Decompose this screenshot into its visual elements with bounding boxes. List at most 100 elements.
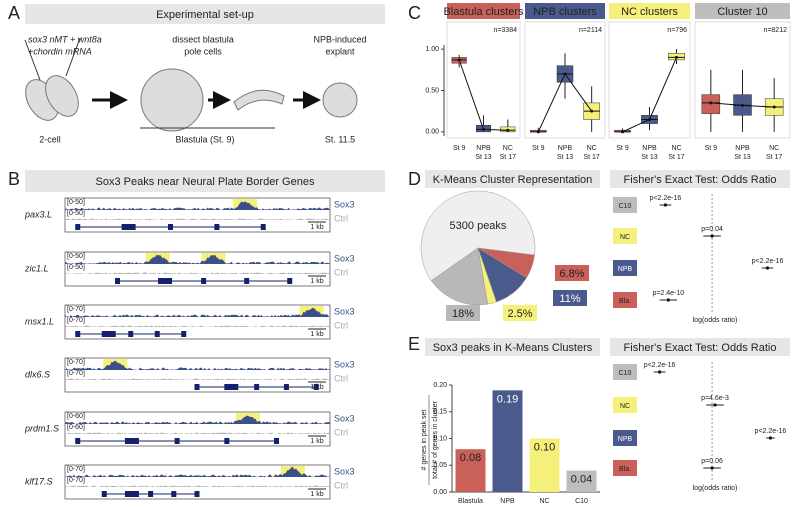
row-label: NC (620, 403, 630, 410)
bar (455, 449, 486, 492)
panel-label: A (8, 3, 20, 23)
signal-track (65, 254, 330, 264)
signal-track (65, 415, 330, 424)
track-range: [0-60] (67, 424, 85, 431)
row-label: NC (620, 234, 630, 241)
panel-label: D (408, 169, 421, 189)
y-tick-label: 0.00 (433, 489, 447, 496)
mean-dot (772, 105, 776, 109)
track-range: [0-70] (67, 317, 85, 324)
mean-dot (621, 130, 624, 134)
track-range: [0-50] (67, 264, 85, 271)
panel-title: Experimental set-up (156, 9, 254, 21)
track-range: [0-70] (67, 477, 85, 484)
sample-label: Sox3 (334, 253, 355, 263)
row-label: Bla. (619, 466, 631, 473)
facet-frame (608, 21, 691, 139)
title-bar (25, 170, 385, 192)
scale-label: 1 kb (310, 438, 323, 445)
y-tick-label: 0.00 (425, 129, 439, 136)
bar (529, 438, 560, 492)
track-range: [0-50] (67, 253, 85, 260)
x-tick-label: NC (503, 145, 513, 152)
annotation: explant (325, 46, 355, 56)
exon (274, 438, 279, 444)
exon (115, 278, 120, 284)
sample-label: Ctrl (334, 267, 348, 277)
scale-label: 1 kb (310, 278, 323, 285)
exon (254, 384, 260, 390)
x-tick-label: St 17 (500, 154, 516, 161)
x-tick-label: NPB (735, 145, 750, 152)
center-label: 5300 peaks (450, 220, 507, 232)
exon (194, 491, 200, 497)
panel-title: K-Means Cluster Representation (433, 174, 593, 186)
point (710, 466, 714, 470)
signal-track (65, 360, 330, 370)
facet-frame (694, 21, 791, 139)
track-range: [0-70] (67, 306, 85, 313)
track-frame (64, 411, 331, 447)
data-label: 0.08 (460, 452, 481, 464)
track-range: [0-70] (67, 466, 85, 473)
exon (174, 438, 180, 444)
mean-dot (709, 101, 713, 105)
sample-label: Sox3 (334, 359, 355, 369)
row-label: C10 (619, 370, 632, 377)
exon (260, 224, 266, 230)
exon (148, 491, 154, 497)
data-label: 6.8% (559, 268, 584, 280)
x-tick-label: NPB (500, 498, 515, 505)
sample-label: Ctrl (334, 480, 348, 490)
p-value: p<2.2e-16 (650, 195, 682, 202)
row-label-box (613, 228, 637, 244)
scale-label: 1 kb (310, 331, 323, 338)
title-bar (425, 170, 600, 188)
label-box (553, 290, 587, 306)
x-tick-label: NPB (642, 145, 657, 152)
gene-name: msx1.L (25, 316, 54, 326)
signal-track (65, 218, 330, 220)
y-axis-label: # genes in peak set (421, 410, 428, 471)
exon (168, 224, 173, 230)
pie-slice (420, 190, 536, 282)
x-tick-label: St 13 (475, 154, 491, 161)
exon (101, 491, 107, 497)
exon (128, 331, 134, 337)
row-label-box (613, 430, 637, 446)
exon (75, 331, 81, 337)
track-frame (64, 197, 331, 233)
y-axis-label: total # of genes in cluster (432, 400, 439, 478)
row-label-box (613, 460, 637, 476)
row-label-box (613, 260, 637, 276)
point (666, 298, 670, 302)
exon (283, 384, 289, 390)
point (713, 403, 717, 407)
label-box (503, 305, 537, 321)
exon (75, 438, 81, 444)
annotation: dissect blastula (172, 34, 234, 44)
mean-dot (741, 103, 744, 107)
row-label: NPB (618, 266, 633, 273)
exon (201, 278, 207, 284)
track-range: [0-70] (67, 359, 85, 366)
facet-title: NC clusters (621, 6, 678, 18)
y-tick-label: 0.15 (433, 409, 447, 416)
label-box (555, 265, 589, 281)
panel-title: Fisher's Exact Test: Odds Ratio (624, 342, 777, 354)
n-label: n=3384 (493, 27, 517, 34)
data-label: 0.19 (497, 393, 518, 405)
facet-frame (446, 21, 521, 139)
panel-title: Sox3 Peaks near Neural Plate Border Gene… (96, 176, 315, 188)
exon (124, 491, 139, 497)
facet-frame (524, 21, 606, 139)
annotation: pole cells (184, 46, 222, 56)
exon (124, 438, 139, 444)
track-range: [0-50] (67, 199, 85, 206)
signal-track (65, 201, 330, 210)
y-tick-label: 0.20 (433, 382, 447, 389)
mean-dot (675, 55, 678, 59)
panel-label: E (408, 334, 420, 354)
row-label-box (613, 197, 637, 213)
x-tick-label: St 17 (766, 154, 782, 161)
